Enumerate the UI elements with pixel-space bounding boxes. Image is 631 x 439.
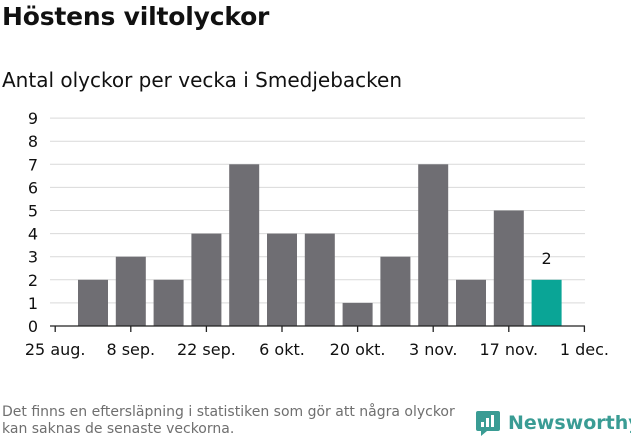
x-tick-label: 22 sep.	[177, 340, 236, 359]
bar	[493, 210, 524, 326]
y-tick-label: 9	[28, 109, 38, 128]
y-tick-label: 0	[28, 317, 38, 336]
x-tick-label: 17 nov.	[479, 340, 538, 359]
data-label: 2	[542, 249, 552, 268]
y-tick-label: 1	[28, 294, 38, 313]
bar	[153, 279, 184, 326]
x-tick-label: 8 sep.	[106, 340, 155, 359]
x-tick-label: 1 dec.	[560, 340, 609, 359]
x-tick-label: 25 aug.	[25, 340, 86, 359]
bar	[229, 164, 260, 326]
x-tick-label: 20 okt.	[330, 340, 386, 359]
bar	[380, 256, 411, 326]
y-tick-label: 8	[28, 132, 38, 151]
brand-name: Newsworthy	[508, 412, 631, 434]
y-tick-label: 6	[28, 178, 38, 197]
bar	[418, 164, 449, 326]
newsworthy-logo: Newsworthy	[475, 408, 631, 438]
x-tick-label: 6 okt.	[259, 340, 305, 359]
bar	[456, 279, 486, 326]
bar	[191, 233, 222, 326]
y-tick-label: 4	[28, 225, 38, 244]
y-tick-label: 2	[28, 271, 38, 290]
bar	[267, 233, 297, 326]
bar	[304, 233, 335, 326]
bar	[78, 279, 108, 326]
chart-title: Höstens viltolyckor	[2, 2, 270, 31]
footnote: Det finns en eftersläpning i statistiken…	[2, 404, 455, 437]
bar	[342, 302, 373, 326]
bar-chart: 0 1 2 3 4 5 6 7 8 9 2 25 aug. 8 sep. 22 sep. 6 okt. 20 …	[25, 109, 609, 359]
bar	[115, 256, 146, 326]
y-tick-label: 7	[28, 155, 38, 174]
chart-subtitle: Antal olyckor per vecka i Smedjebacken	[2, 68, 402, 92]
newsworthy-logo-icon	[476, 411, 500, 436]
y-tick-label: 3	[28, 248, 38, 267]
y-tick-label: 5	[28, 202, 38, 221]
bar-highlight	[531, 279, 562, 326]
x-tick-label: 3 nov.	[409, 340, 458, 359]
